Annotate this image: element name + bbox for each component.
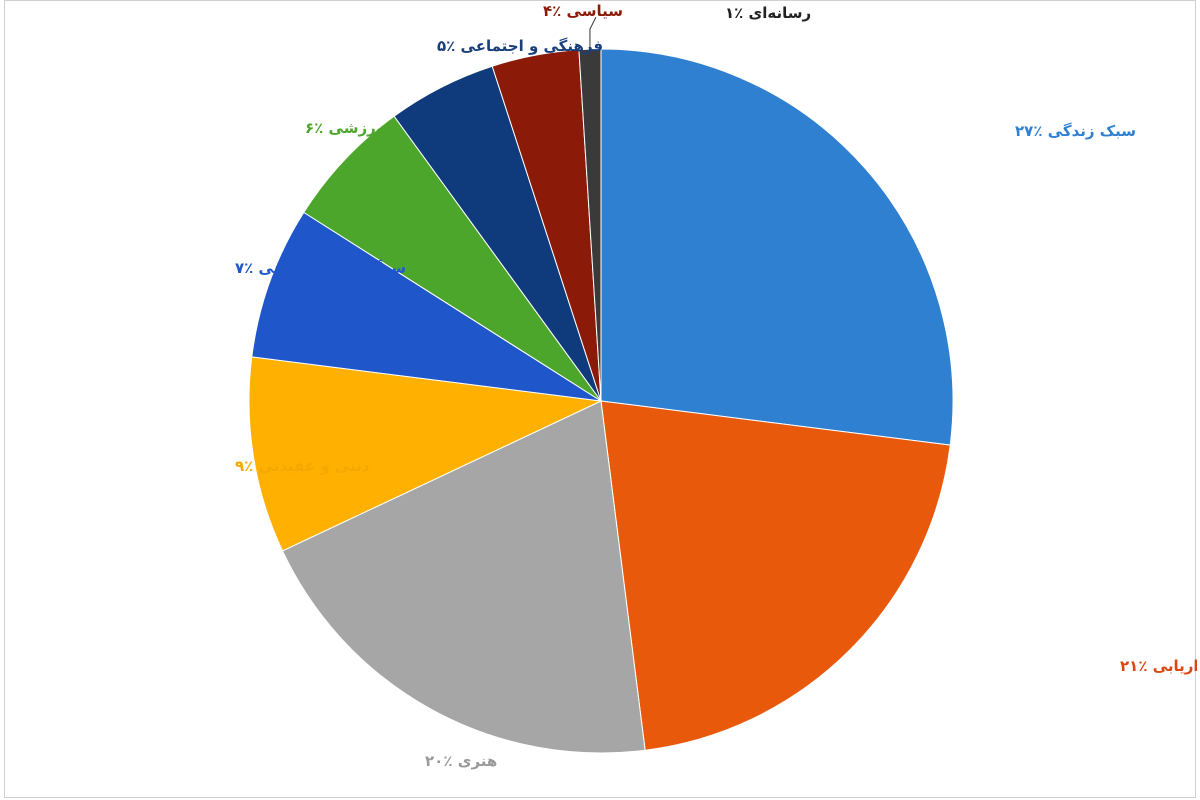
pie-slice-9 — [578, 48, 602, 402]
pie-slice-6 — [303, 115, 602, 402]
slice-label-5: سرگرمی و دانستنی ٪۷ — [235, 259, 406, 277]
pie-slice-1 — [600, 48, 954, 446]
leader-line-9 — [589, 16, 597, 50]
pie-leader-lines — [589, 16, 597, 50]
slice-label-4: دینی و عقیدتی ٪۹ — [235, 457, 370, 475]
chart-frame: سبک زندگی ٪۲۷ تبلیغات و بازاریابی ٪۲۱ هنری… — [4, 0, 1197, 798]
slice-label-1: سبک زندگی ٪۲۷ — [1015, 122, 1136, 140]
pie-slice-3 — [281, 400, 646, 754]
slice-label-6: ورزشی ٪۶ — [305, 119, 385, 137]
pie-slice-4 — [248, 356, 603, 552]
slice-label-2: تبلیغات و بازاریابی ٪۲۱ — [1120, 657, 1197, 675]
slice-label-8: سیاسی ٪۴ — [543, 2, 623, 20]
slice-label-3: هنری ٪۲۰ — [425, 752, 497, 770]
pie-slices — [248, 48, 954, 754]
slice-label-7: فرهنگی و اجتماعی ٪۵ — [437, 37, 603, 55]
pie-slice-2 — [600, 400, 951, 751]
pie-labels: سبک زندگی ٪۲۷ تبلیغات و بازاریابی ٪۲۱ هنری… — [235, 2, 1197, 770]
slice-label-9: رسانه‌ای ٪۱ — [725, 4, 811, 22]
pie-slice-5 — [251, 211, 602, 402]
pie-chart: سبک زندگی ٪۲۷ تبلیغات و بازاریابی ٪۲۱ هنری… — [235, 2, 1197, 770]
